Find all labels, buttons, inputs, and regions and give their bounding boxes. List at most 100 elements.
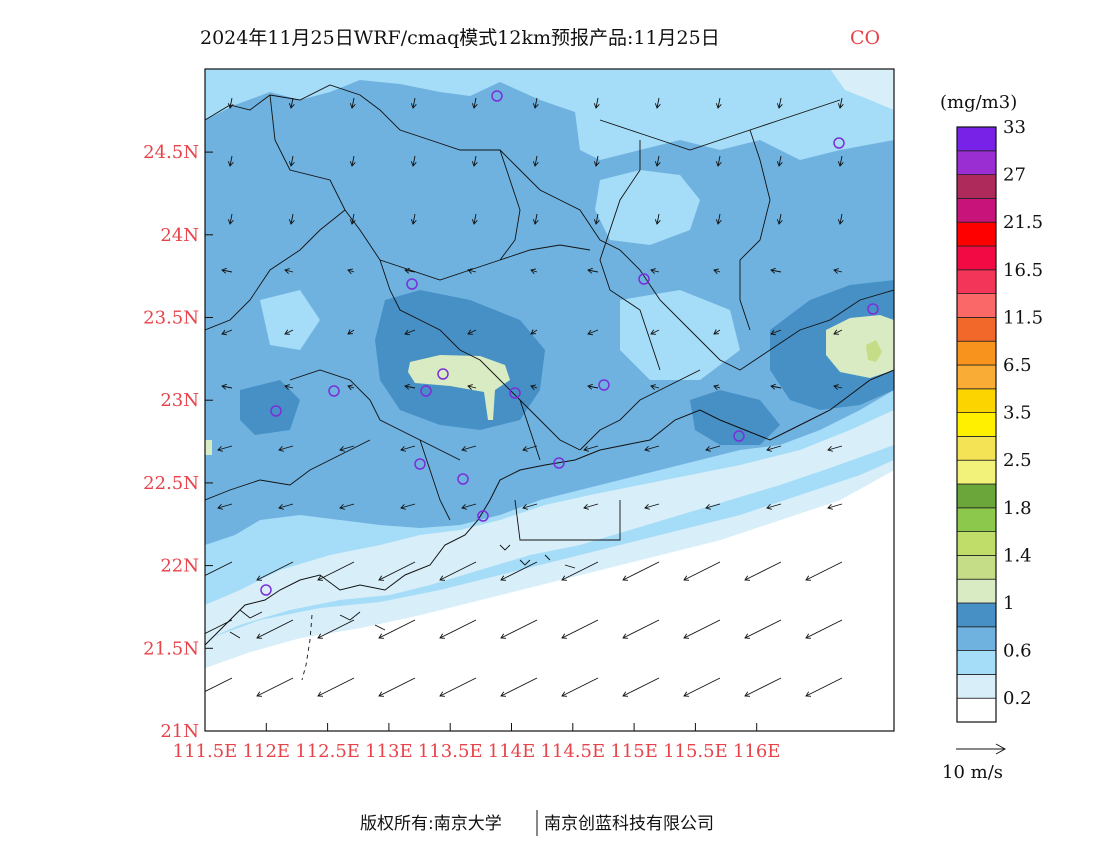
wind-arrow bbox=[827, 503, 843, 510]
wind-arrow bbox=[530, 329, 538, 335]
colorbar-label: 1.4 bbox=[1003, 545, 1032, 566]
colorbar-bin bbox=[956, 269, 997, 294]
colorbar-label: 3.5 bbox=[1003, 403, 1032, 424]
colorbar-bin bbox=[956, 459, 997, 485]
company-text: 南京创蓝科技有限公司 bbox=[544, 814, 714, 834]
wind-arrow bbox=[221, 267, 233, 274]
colorbar-label: 11.5 bbox=[1003, 307, 1043, 328]
wind-arrow bbox=[583, 503, 599, 510]
lon-tick-label: 115E bbox=[610, 741, 658, 762]
wind-arrow bbox=[288, 213, 295, 225]
lat-tick-label: 23N bbox=[160, 390, 199, 411]
wind-arrow bbox=[593, 155, 600, 167]
concentration-field-coastal-2 bbox=[205, 460, 894, 668]
colorbar-labels: 0.2 0.6 1 1.4 1.8 2.5 3.5 6.5 11.5 16.5 21.5 27 33 bbox=[1003, 117, 1043, 709]
station-marker bbox=[867, 303, 879, 315]
colorbar-bin bbox=[956, 340, 997, 366]
wind-arrow bbox=[410, 97, 417, 109]
station-marker bbox=[598, 379, 610, 391]
station-marker bbox=[638, 273, 650, 285]
colorbar-bin bbox=[956, 531, 997, 556]
station-marker bbox=[509, 387, 521, 399]
wind-arrow bbox=[683, 677, 721, 697]
lon-tick-label: 113E bbox=[365, 741, 413, 762]
station-marker bbox=[328, 385, 340, 397]
station-marker bbox=[733, 430, 745, 442]
lat-tick-label: 21N bbox=[160, 721, 199, 742]
wind-arrow bbox=[461, 503, 477, 510]
concentration-field-peak-east-core bbox=[866, 340, 882, 362]
wind-arrow bbox=[205, 619, 233, 635]
colorbar-bin bbox=[956, 293, 997, 318]
wind-arrow bbox=[805, 561, 843, 581]
wind-arrow bbox=[654, 213, 661, 225]
wind-arrow bbox=[410, 213, 417, 225]
station-marker bbox=[457, 473, 469, 485]
colorbar-label: 1.8 bbox=[1003, 498, 1032, 519]
wind-arrow bbox=[227, 97, 234, 109]
wind-arrow bbox=[439, 619, 477, 639]
concentration-field-light-patch bbox=[575, 92, 700, 140]
wind-arrow bbox=[530, 384, 538, 391]
colorbar bbox=[956, 126, 997, 723]
wind-arrow bbox=[744, 561, 782, 581]
lon-tick-label: 115.5E bbox=[663, 741, 728, 762]
colorbar-label: 6.5 bbox=[1003, 355, 1032, 376]
colorbar-bin bbox=[956, 197, 997, 223]
wind-arrow bbox=[256, 561, 294, 581]
wind-arrow bbox=[317, 561, 355, 581]
wind-arrow bbox=[349, 97, 356, 109]
wind-arrow bbox=[650, 384, 660, 390]
station-marker bbox=[553, 457, 565, 469]
colorbar-bin bbox=[956, 412, 997, 437]
wind-arrow bbox=[378, 619, 416, 639]
lon-tick-label: 112.5E bbox=[295, 741, 360, 762]
wind-arrow bbox=[349, 155, 356, 167]
wind-arrow bbox=[532, 213, 539, 225]
wind-arrow bbox=[683, 561, 721, 581]
wind-arrow bbox=[471, 155, 478, 167]
concentration-field-peak-west-edge bbox=[205, 440, 212, 455]
wind-arrow bbox=[522, 445, 538, 452]
colorbar-bin bbox=[956, 555, 997, 580]
wind-arrow bbox=[805, 619, 843, 639]
colorbar-bin bbox=[956, 435, 997, 461]
wind-arrow bbox=[471, 97, 478, 109]
wind-vector-field bbox=[205, 97, 844, 697]
station-marker bbox=[270, 405, 282, 417]
wind-arrow bbox=[644, 445, 660, 452]
wind-arrow bbox=[288, 155, 295, 167]
wind-arrow bbox=[339, 445, 355, 452]
wind-arrow bbox=[339, 503, 355, 510]
station-marker bbox=[414, 458, 426, 470]
station-marker bbox=[833, 137, 845, 149]
colorbar-label: 21.5 bbox=[1003, 212, 1043, 233]
wind-arrow bbox=[471, 213, 478, 225]
coastline bbox=[205, 369, 894, 646]
wind-arrow bbox=[410, 155, 417, 167]
lat-tick-label: 22.5N bbox=[143, 473, 199, 494]
wind-arrow bbox=[227, 213, 234, 225]
colorbar-bin bbox=[956, 578, 997, 604]
wind-arrow bbox=[770, 329, 782, 336]
wind-arrow bbox=[256, 677, 294, 697]
wind-arrow bbox=[284, 384, 294, 390]
colorbar-bin bbox=[956, 388, 997, 413]
wind-arrow bbox=[500, 677, 538, 697]
station-marker bbox=[477, 510, 489, 522]
colorbar-bin bbox=[956, 507, 997, 532]
wind-arrow bbox=[770, 383, 782, 390]
wind-arrow bbox=[221, 329, 233, 336]
colorbar-label: 2.5 bbox=[1003, 450, 1032, 471]
wind-arrow bbox=[622, 619, 660, 639]
wind-arrow bbox=[744, 619, 782, 639]
colorbar-label: 27 bbox=[1003, 165, 1026, 186]
wind-reference: 10 m/s bbox=[942, 743, 1007, 783]
islands bbox=[229, 499, 621, 681]
wind-arrow bbox=[837, 213, 844, 225]
lon-tick-label: 112E bbox=[243, 741, 291, 762]
wind-arrow bbox=[744, 677, 782, 697]
wind-arrow bbox=[227, 155, 234, 167]
wind-arrow bbox=[404, 267, 416, 274]
